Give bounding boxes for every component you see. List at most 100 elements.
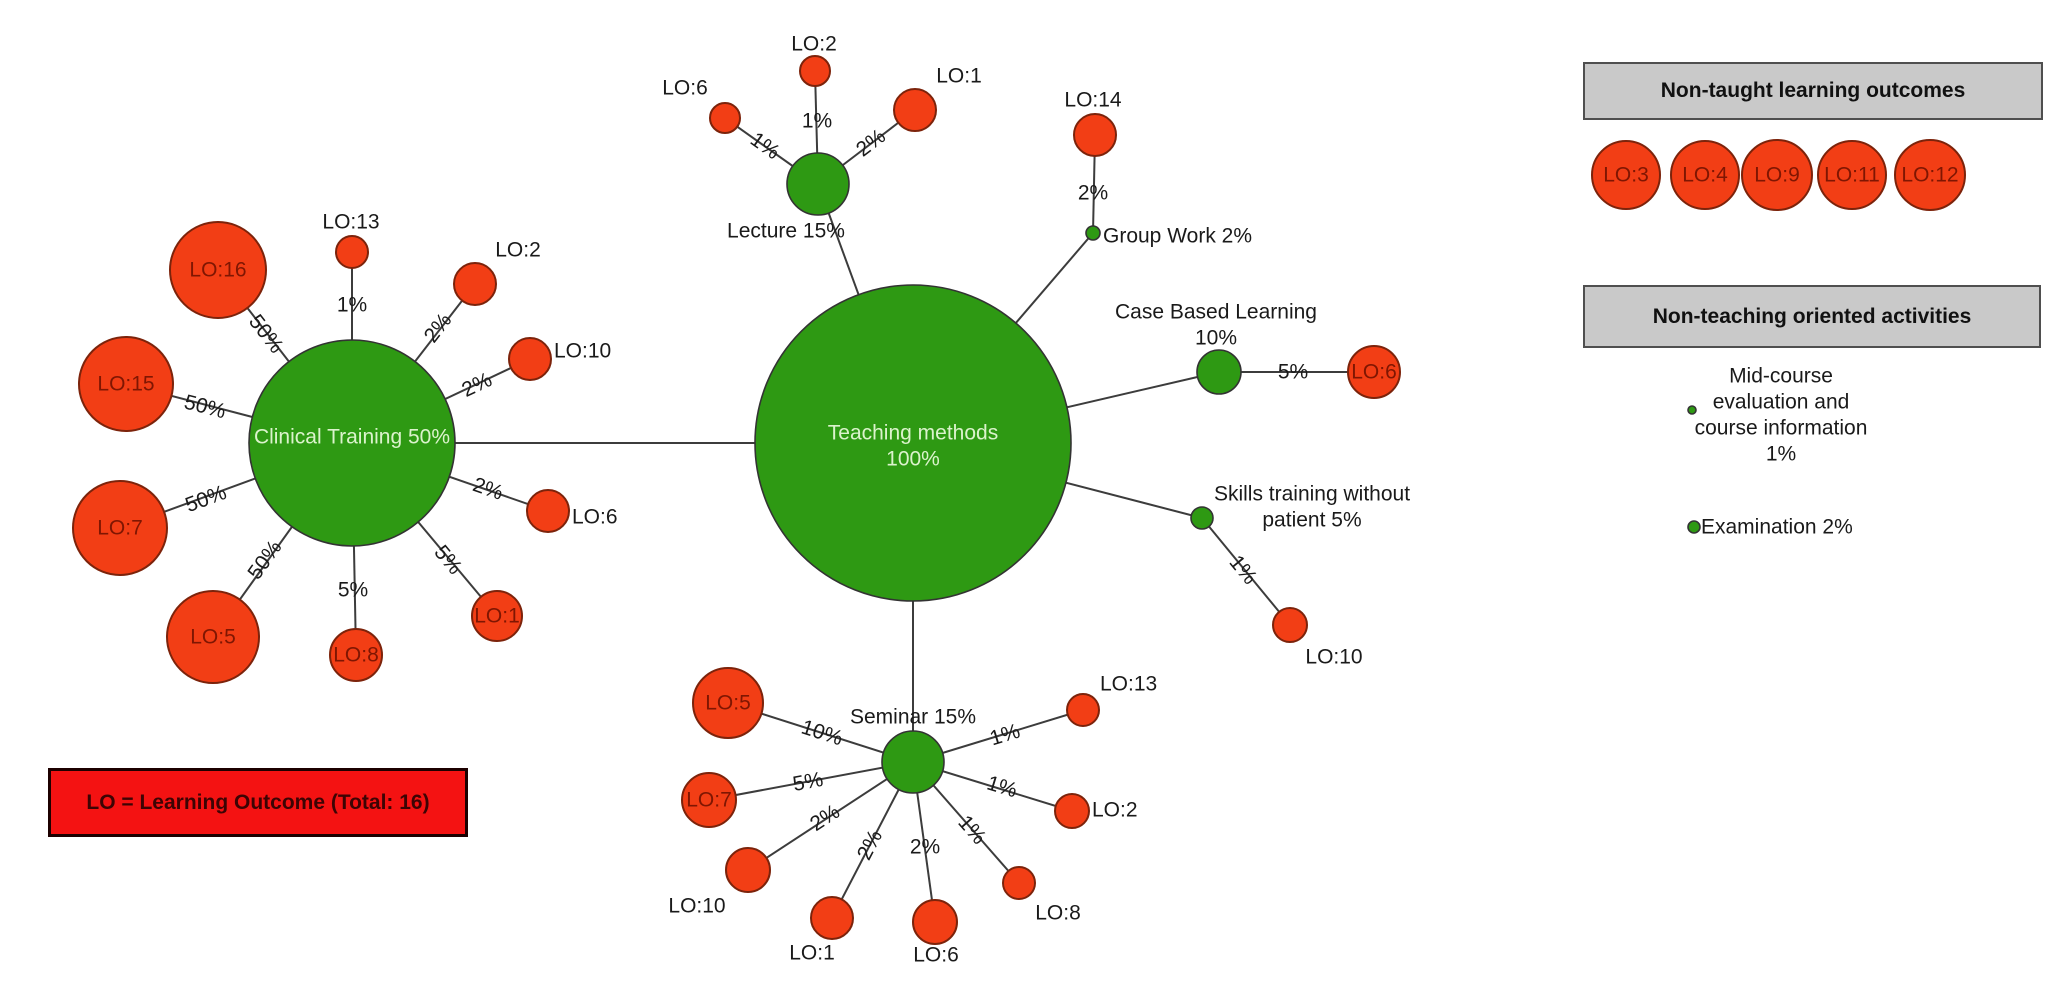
node-label-n4: LO:4 (1682, 164, 1728, 187)
edge-label-clinical-c13: 1% (337, 294, 367, 317)
node-label-c1: LO:1 (474, 605, 520, 628)
node-label-n11: LO:11 (1824, 164, 1880, 187)
node-label-c5: LO:5 (190, 626, 236, 649)
panel-non-taught-title: Non-taught learning outcomes (1660, 79, 1966, 102)
node-n12-outcome-circle (1894, 139, 1966, 211)
node-label-c15: LO:15 (97, 373, 154, 396)
node-exam-method-circle (1687, 520, 1701, 534)
node-label-l2: LO:2 (791, 33, 837, 56)
edge-label-groupwork-g14: 2% (1078, 182, 1108, 205)
node-label-n12: LO:12 (1901, 164, 1958, 187)
node-se8-outcome-circle (1002, 866, 1036, 900)
panel-non-teaching-header: Non-teaching oriented activities (1583, 285, 2041, 348)
node-label-seminar: Seminar 15% (850, 706, 976, 729)
edge-label-seminar-se10: 2% (806, 800, 844, 836)
node-se13-outcome-circle (1066, 693, 1100, 727)
panel-non-teaching-title: Non-teaching oriented activities (1652, 304, 1972, 328)
edge-skills-s10 (1201, 517, 1291, 626)
node-se1-outcome-circle (810, 896, 854, 940)
edge-label-clinical-c8: 5% (338, 579, 368, 602)
edge-label-casebased-cb6: 5% (1278, 361, 1308, 384)
node-l2-outcome-circle (799, 55, 831, 87)
node-midcourse-method-circle (1687, 405, 1697, 415)
node-n4-outcome-circle (1670, 140, 1740, 210)
node-c10-outcome-circle (508, 337, 552, 381)
node-seminar-method-circle (881, 730, 945, 794)
node-c6-outcome-circle (526, 489, 570, 533)
node-l1-outcome-circle (893, 88, 937, 132)
node-label-skills-line1: Skills training without (1214, 483, 1410, 506)
edge-label-clinical-c7: 50% (182, 481, 229, 517)
node-label-teaching-line2: 100% (886, 448, 940, 471)
node-label-exam: Examination 2% (1701, 516, 1853, 539)
node-se5-outcome-circle (692, 667, 764, 739)
node-label-se7: LO:7 (686, 789, 732, 812)
node-label-casebased-line1: Case Based Learning (1115, 301, 1317, 324)
node-groupwork-method-circle (1085, 225, 1101, 241)
node-label-cb6: LO:6 (1351, 361, 1397, 384)
node-label-se8: LO:8 (1035, 902, 1081, 925)
node-c8-outcome-circle (329, 628, 383, 682)
node-label-n3: LO:3 (1603, 164, 1649, 187)
node-label-midcourse-line4: 1% (1766, 443, 1796, 466)
node-c15-outcome-circle (78, 336, 174, 432)
node-label-n9: LO:9 (1754, 164, 1800, 187)
node-c7-outcome-circle (72, 480, 168, 576)
node-se10-outcome-circle (725, 847, 771, 893)
node-label-se5: LO:5 (705, 692, 751, 715)
node-c1-outcome-circle (471, 590, 523, 642)
node-c2-outcome-circle (453, 262, 497, 306)
node-label-groupwork: Group Work 2% (1103, 225, 1252, 248)
legend-key-label: LO = Learning Outcome (Total: 16) (86, 790, 430, 814)
node-label-c2: LO:2 (495, 239, 541, 262)
edge-seminar-se10 (747, 761, 914, 871)
edge-label-clinical-c10: 2% (458, 368, 495, 402)
node-teaching-method-circle (754, 284, 1072, 602)
edge-label-seminar-se13: 1% (987, 720, 1023, 751)
node-label-clinical: Clinical Training 50% (254, 426, 450, 449)
node-se6-outcome-circle (912, 899, 958, 945)
node-clinical-method-circle (248, 339, 456, 547)
node-label-se2: LO:2 (1092, 799, 1138, 822)
node-c13-outcome-circle (335, 235, 369, 269)
node-casebased-method-circle (1196, 349, 1242, 395)
node-label-c13: LO:13 (322, 211, 379, 234)
node-label-c16: LO:16 (189, 259, 246, 282)
node-n3-outcome-circle (1591, 140, 1661, 210)
edge-label-lecture-l1: 2% (852, 125, 890, 162)
edge-seminar-se7 (708, 761, 914, 801)
node-label-c6: LO:6 (572, 506, 618, 529)
edge-label-lecture-l6: 1% (746, 128, 784, 164)
node-label-se10: LO:10 (668, 895, 725, 918)
node-skills-method-circle (1190, 506, 1214, 530)
edge-label-seminar-se7: 5% (791, 768, 825, 796)
node-layer (72, 55, 1966, 945)
node-l6-outcome-circle (709, 102, 741, 134)
node-g14-outcome-circle (1073, 113, 1117, 157)
node-label-c7: LO:7 (97, 517, 143, 540)
node-c5-outcome-circle (166, 590, 260, 684)
node-label-skills-line2: patient 5% (1262, 509, 1361, 532)
edge-label-seminar-se1: 2% (853, 826, 887, 864)
node-label-midcourse-line2: evaluation and (1713, 391, 1850, 414)
node-s10-outcome-circle (1272, 607, 1308, 643)
node-label-g14: LO:14 (1064, 89, 1122, 112)
node-label-c10: LO:10 (554, 340, 611, 363)
node-label-teaching-line1: Teaching methods (828, 422, 998, 445)
node-n11-outcome-circle (1817, 140, 1887, 210)
node-label-s10: LO:10 (1305, 646, 1362, 669)
node-label-se1: LO:1 (789, 942, 835, 965)
edge-label-clinical-c15: 50% (182, 391, 228, 424)
node-label-midcourse-line3: course information (1695, 417, 1868, 440)
edge-label-clinical-c6: 2% (470, 473, 506, 505)
node-label-midcourse-line1: Mid-course (1729, 365, 1833, 388)
node-label-lecture: Lecture 15% (727, 220, 845, 243)
node-label-c8: LO:8 (333, 644, 379, 667)
node-label-layer: Teaching methods 100% Clinical Training 50… (97, 33, 1958, 967)
node-cb6-outcome-circle (1347, 345, 1401, 399)
node-label-l6: LO:6 (662, 77, 708, 100)
node-lecture-method-circle (786, 152, 850, 216)
edge-label-lecture-l2: 1% (802, 110, 832, 133)
node-se2-outcome-circle (1054, 793, 1090, 829)
